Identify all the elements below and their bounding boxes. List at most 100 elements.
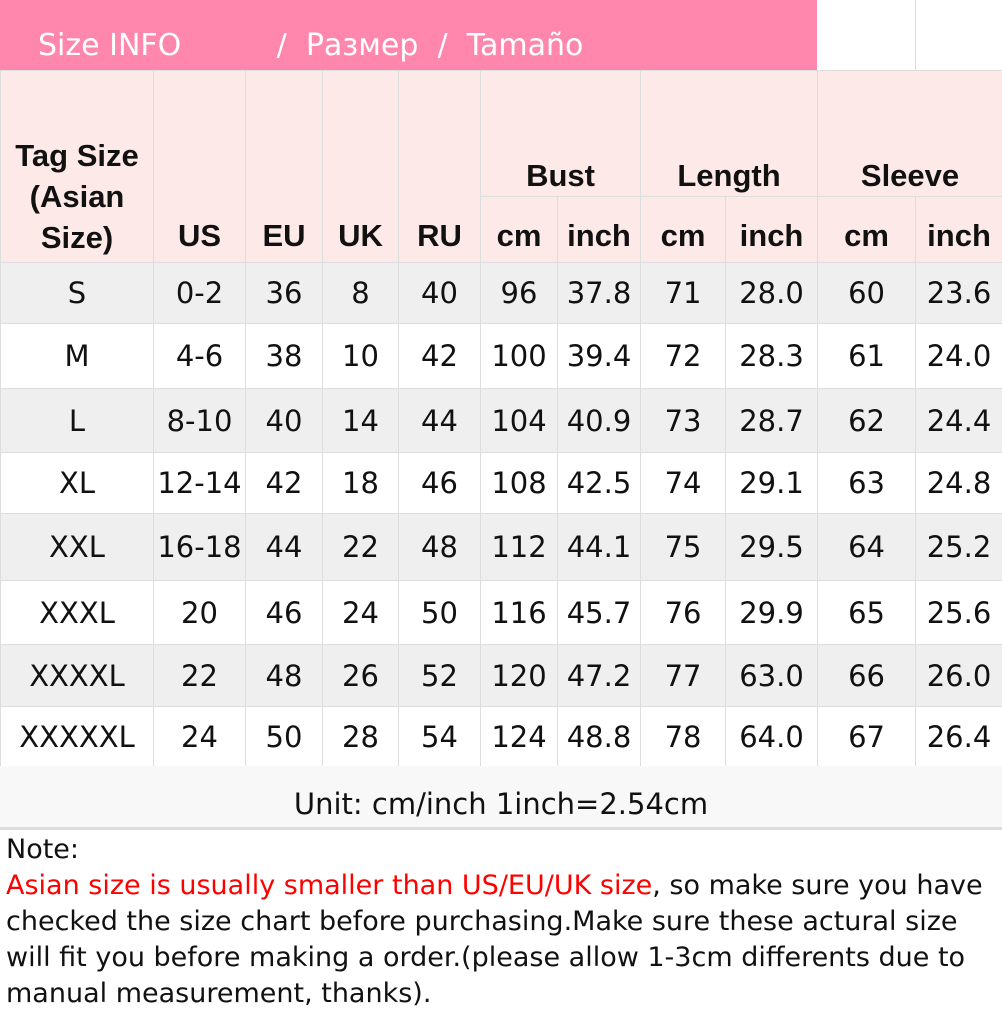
table-cell: XXXL — [1, 581, 154, 645]
header-sleeve: Sleeve — [818, 71, 1002, 197]
table-cell: 112 — [481, 514, 558, 581]
table-cell: 26 — [323, 645, 399, 707]
table-cell: 108 — [481, 453, 558, 514]
header-tag-size: Tag Size (Asian Size) — [1, 71, 154, 263]
table-cell: 52 — [399, 645, 481, 707]
table-cell: 47.2 — [558, 645, 641, 707]
table-cell: 48.8 — [558, 707, 641, 767]
table-cell: 66 — [818, 645, 916, 707]
header-sleeve-cm: cm — [818, 197, 916, 263]
table-cell: 42 — [246, 453, 323, 514]
table-cell: 67 — [818, 707, 916, 767]
table-cell: 28.3 — [726, 324, 818, 389]
table-cell: 10 — [323, 324, 399, 389]
table-cell: 77 — [641, 645, 726, 707]
table-cell: 18 — [323, 453, 399, 514]
table-cell: 28 — [323, 707, 399, 767]
table-cell: 24.4 — [916, 389, 1002, 453]
size-info-banner: Size INFO / Размер / Tamaño — [0, 0, 817, 70]
table-cell: 40.9 — [558, 389, 641, 453]
table-cell: XXL — [1, 514, 154, 581]
table-cell: 44.1 — [558, 514, 641, 581]
table-cell: 29.5 — [726, 514, 818, 581]
table-cell: L — [1, 389, 154, 453]
table-cell: 29.1 — [726, 453, 818, 514]
table-cell: 71 — [641, 263, 726, 324]
table-cell: 44 — [246, 514, 323, 581]
table-cell: 75 — [641, 514, 726, 581]
table-cell: 36 — [246, 263, 323, 324]
table-cell: 44 — [399, 389, 481, 453]
table-cell: 22 — [154, 645, 246, 707]
table-cell: 12-14 — [154, 453, 246, 514]
table-cell: 72 — [641, 324, 726, 389]
table-cell: 0-2 — [154, 263, 246, 324]
table-cell: 63 — [818, 453, 916, 514]
table-cell: 54 — [399, 707, 481, 767]
table-cell: 61 — [818, 324, 916, 389]
table-cell: 60 — [818, 263, 916, 324]
table-cell: 73 — [641, 389, 726, 453]
table-cell: 24.0 — [916, 324, 1002, 389]
table-cell: 8-10 — [154, 389, 246, 453]
table-cell: 63.0 — [726, 645, 818, 707]
table-cell: 50 — [399, 581, 481, 645]
table-cell: 25.6 — [916, 581, 1002, 645]
table-cell: 74 — [641, 453, 726, 514]
table-cell: 24.8 — [916, 453, 1002, 514]
table-cell: 8 — [323, 263, 399, 324]
header-uk: UK — [323, 71, 399, 263]
table-cell: 42 — [399, 324, 481, 389]
table-cell: 23.6 — [916, 263, 1002, 324]
table-cell: 24 — [154, 707, 246, 767]
table-cell: 24 — [323, 581, 399, 645]
table-cell: 78 — [641, 707, 726, 767]
table-cell: 64 — [818, 514, 916, 581]
table-cell: 40 — [246, 389, 323, 453]
table-cell: 116 — [481, 581, 558, 645]
header-length: Length — [641, 71, 818, 197]
table-cell: XXXXL — [1, 645, 154, 707]
table-cell: 48 — [399, 514, 481, 581]
table-cell: 48 — [246, 645, 323, 707]
table-cell: 50 — [246, 707, 323, 767]
table-cell: 38 — [246, 324, 323, 389]
table-cell: 46 — [246, 581, 323, 645]
table-cell: 25.2 — [916, 514, 1002, 581]
header-bust: Bust — [481, 71, 641, 197]
table-cell: 20 — [154, 581, 246, 645]
table-cell: 22 — [323, 514, 399, 581]
header-bust-inch: inch — [558, 197, 641, 263]
table-cell: 26.0 — [916, 645, 1002, 707]
table-cell: 46 — [399, 453, 481, 514]
table-cell: 28.7 — [726, 389, 818, 453]
table-cell: 40 — [399, 263, 481, 324]
table-cell: 120 — [481, 645, 558, 707]
note: Note: Asian size is usually smaller than… — [6, 832, 1002, 1012]
header-eu: EU — [246, 71, 323, 263]
table-cell: 16-18 — [154, 514, 246, 581]
table-cell: 64.0 — [726, 707, 818, 767]
table-cell: 96 — [481, 263, 558, 324]
table-cell: XL — [1, 453, 154, 514]
table-cell: XXXXXL — [1, 707, 154, 767]
table-cell: 26.4 — [916, 707, 1002, 767]
table-cell: 104 — [481, 389, 558, 453]
table-cell: 124 — [481, 707, 558, 767]
header-length-cm: cm — [641, 197, 726, 263]
table-cell: M — [1, 324, 154, 389]
table-cell: 76 — [641, 581, 726, 645]
header-ru: RU — [399, 71, 481, 263]
divider — [915, 0, 916, 70]
note-warning: Asian size is usually smaller than US/EU… — [6, 870, 652, 901]
table-cell: 42.5 — [558, 453, 641, 514]
table-cell: 100 — [481, 324, 558, 389]
table-cell: 29.9 — [726, 581, 818, 645]
table-cell: 62 — [818, 389, 916, 453]
